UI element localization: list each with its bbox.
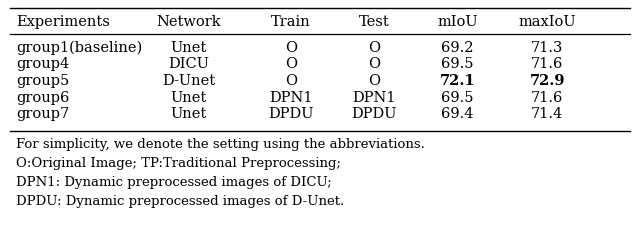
Text: O: O: [285, 74, 297, 88]
Text: DPDU: Dynamic preprocessed images of D-Unet.: DPDU: Dynamic preprocessed images of D-U…: [16, 195, 344, 208]
Text: O: O: [285, 58, 297, 71]
Text: group5: group5: [16, 74, 69, 88]
Text: 69.5: 69.5: [442, 91, 474, 105]
Text: group1(baseline): group1(baseline): [16, 41, 142, 55]
Text: DPN1: DPN1: [269, 91, 313, 105]
Text: DPN1: Dynamic preprocessed images of DICU;: DPN1: Dynamic preprocessed images of DIC…: [16, 176, 332, 189]
Text: group7: group7: [16, 107, 69, 121]
Text: 71.6: 71.6: [531, 58, 563, 71]
Text: mIoU: mIoU: [437, 15, 478, 29]
Text: Unet: Unet: [171, 41, 207, 55]
Text: Unet: Unet: [171, 91, 207, 105]
Text: Network: Network: [157, 15, 221, 29]
Text: D-Unet: D-Unet: [162, 74, 216, 88]
Text: O: O: [369, 41, 380, 55]
Text: O: O: [285, 41, 297, 55]
Text: 72.9: 72.9: [529, 74, 565, 88]
Text: Unet: Unet: [171, 107, 207, 121]
Text: group6: group6: [16, 91, 69, 105]
Text: DPDU: DPDU: [268, 107, 314, 121]
Text: Experiments: Experiments: [16, 15, 110, 29]
Text: DICU: DICU: [168, 58, 209, 71]
Text: 71.4: 71.4: [531, 107, 563, 121]
Text: O:Original Image; TP:Traditional Preprocessing;: O:Original Image; TP:Traditional Preproc…: [16, 157, 341, 170]
Text: DPN1: DPN1: [353, 91, 396, 105]
Text: Train: Train: [271, 15, 311, 29]
Text: 71.3: 71.3: [531, 41, 563, 55]
Text: group4: group4: [16, 58, 69, 71]
Text: maxIoU: maxIoU: [518, 15, 576, 29]
Text: DPDU: DPDU: [351, 107, 397, 121]
Text: 71.6: 71.6: [531, 91, 563, 105]
Text: 69.2: 69.2: [442, 41, 474, 55]
Text: O: O: [369, 74, 380, 88]
Text: 69.4: 69.4: [442, 107, 474, 121]
Text: 69.5: 69.5: [442, 58, 474, 71]
Text: 72.1: 72.1: [440, 74, 476, 88]
Text: O: O: [369, 58, 380, 71]
Text: Test: Test: [359, 15, 390, 29]
Text: For simplicity, we denote the setting using the abbreviations.: For simplicity, we denote the setting us…: [16, 138, 425, 151]
